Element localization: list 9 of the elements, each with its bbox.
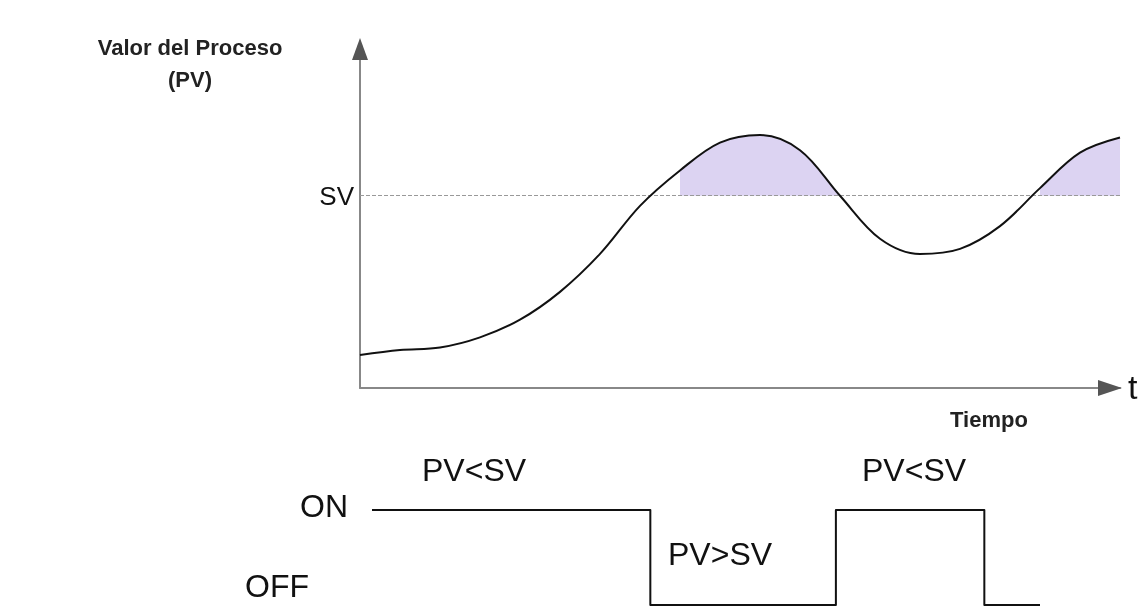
text: PV<SV bbox=[422, 452, 527, 488]
text: ON bbox=[300, 488, 348, 524]
y-axis-title: Valor del Proceso (PV) bbox=[97, 34, 283, 92]
text: PV<SV bbox=[862, 452, 967, 488]
text: t bbox=[1128, 368, 1138, 406]
ref-line-label: SV bbox=[319, 180, 355, 211]
annotation: PV>SV bbox=[668, 536, 773, 572]
text: OFF bbox=[245, 568, 309, 604]
x-axis-title: Tiempo bbox=[950, 406, 1028, 432]
